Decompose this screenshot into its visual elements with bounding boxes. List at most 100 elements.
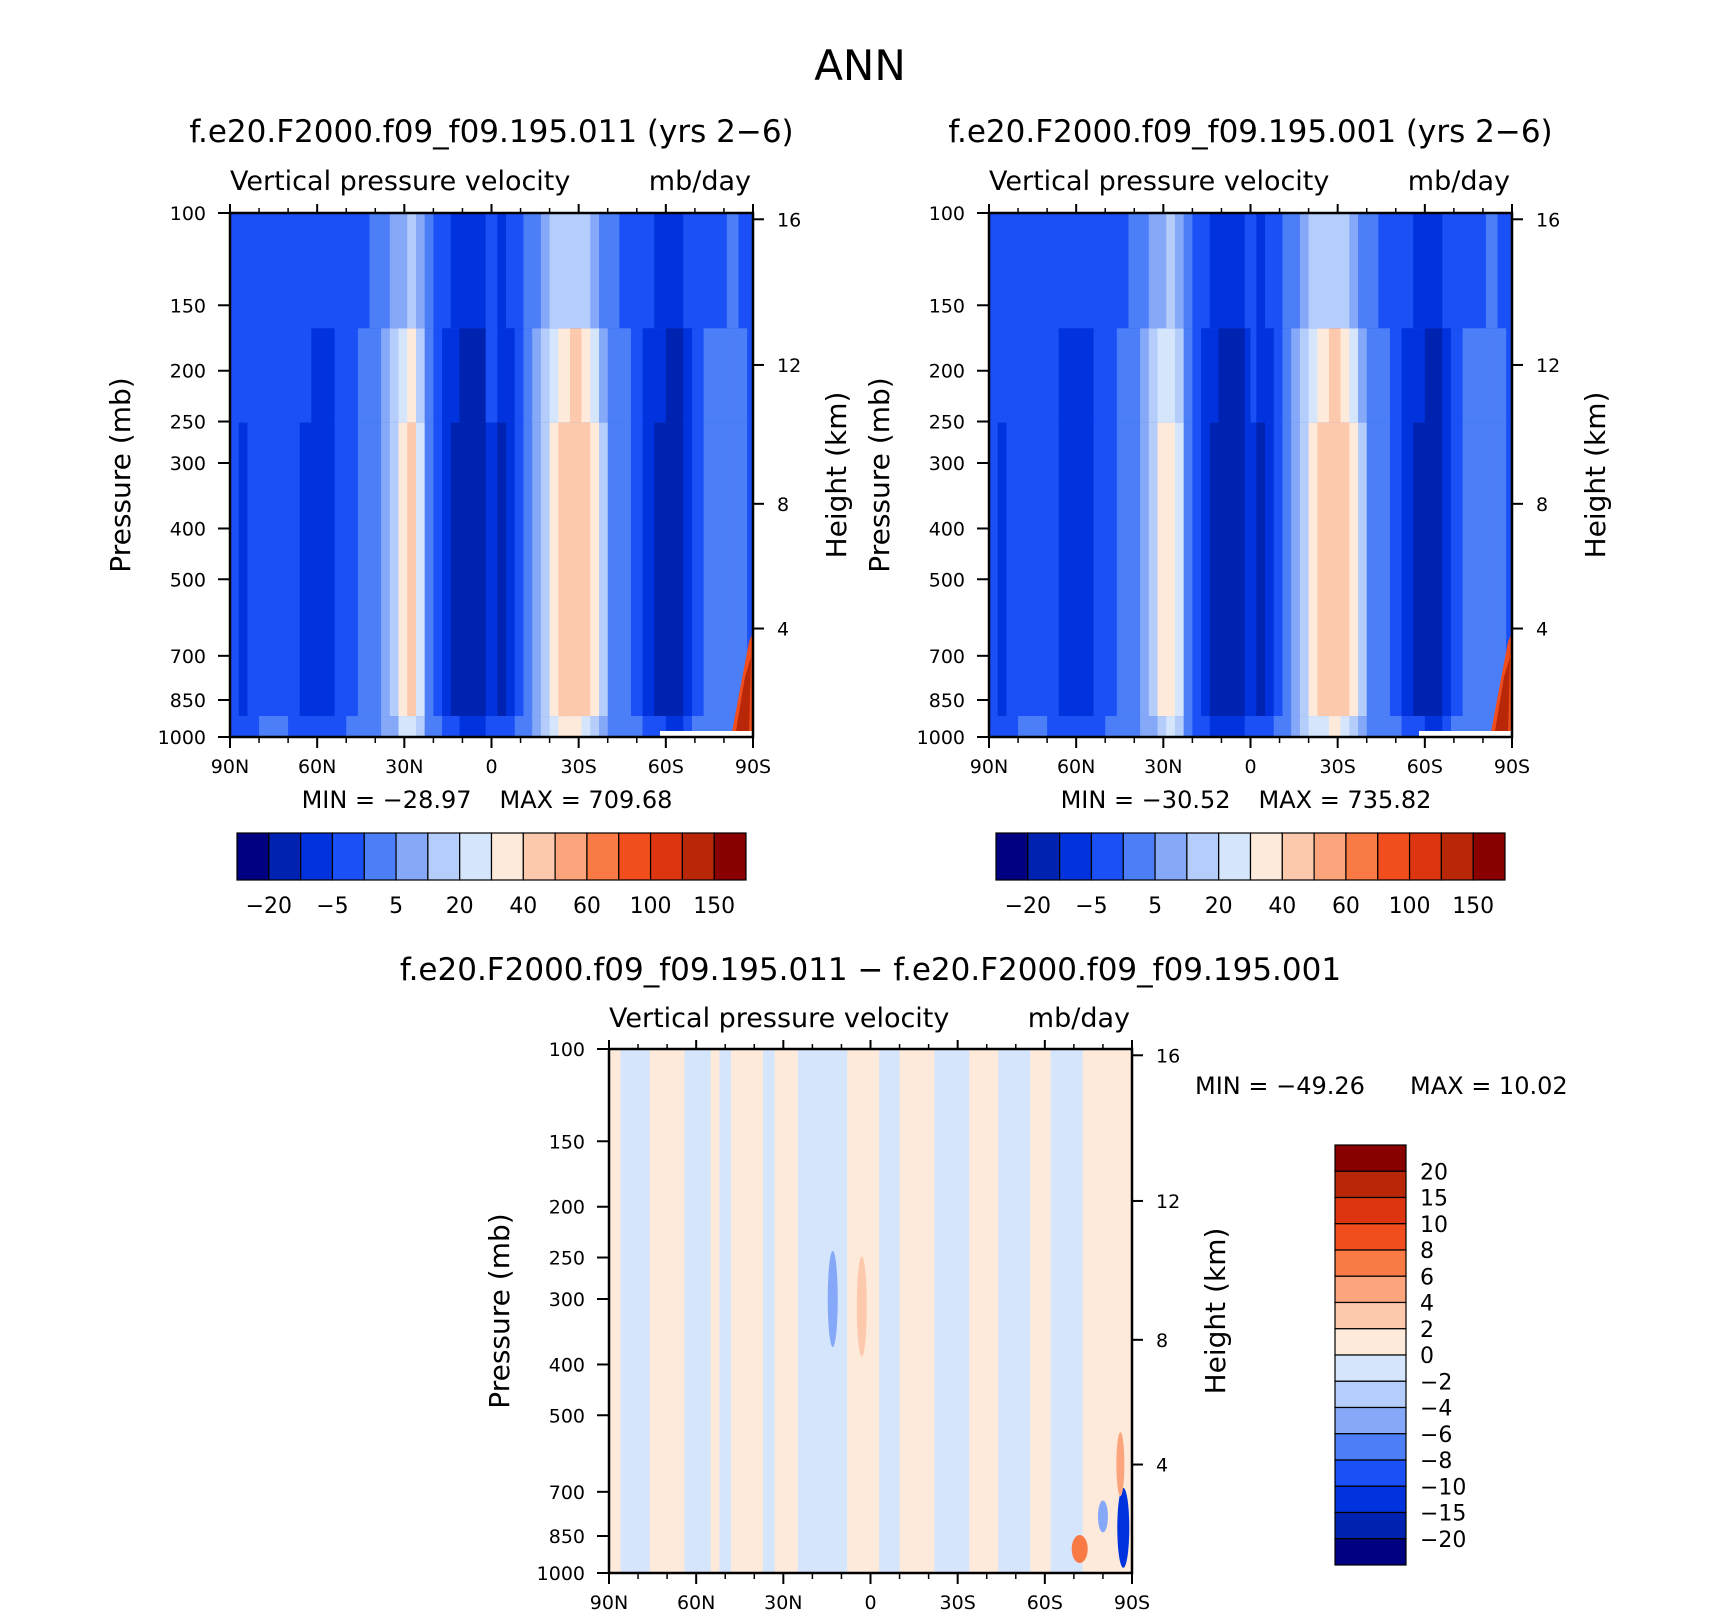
field-cell [590, 716, 600, 737]
y-tick-label: 300 [929, 453, 965, 475]
field-cell [1282, 213, 1292, 329]
colorbar-box [1027, 832, 1061, 881]
field-cell [1328, 422, 1342, 717]
field-cell [1218, 716, 1229, 737]
field-cell [607, 422, 621, 717]
field-cell [1389, 422, 1403, 717]
panel-title: f.e20.F2000.f09_f09.195.001 (yrs 2−6) [948, 114, 1552, 150]
field-cell [691, 328, 705, 423]
colorbar-label: 20 [446, 894, 474, 919]
field-cell [1340, 213, 1351, 329]
field-cell [288, 422, 301, 717]
y-tick-label: 1000 [158, 727, 206, 749]
colorbar-label: −5 [1075, 894, 1107, 919]
field-cell [259, 422, 269, 717]
field-cell [389, 422, 400, 717]
field-cell [1070, 213, 1083, 329]
field-cell [1413, 213, 1426, 329]
field-cell [1474, 422, 1487, 717]
field-cell [735, 657, 751, 737]
field-cell [450, 716, 461, 737]
field-cell [1244, 422, 1252, 717]
y-tick-label: 250 [549, 1248, 585, 1270]
field-cell [1140, 716, 1150, 737]
y-tick-label: 200 [170, 361, 206, 383]
field-cell [1058, 213, 1072, 329]
y-tick-label: 100 [549, 1039, 585, 1061]
colorbar-box [395, 832, 429, 881]
field-cell [1389, 328, 1403, 423]
colorbar-label: 6 [1420, 1265, 1434, 1290]
field-cell [357, 328, 371, 423]
colorbar-box [618, 832, 652, 881]
field-cell [288, 716, 301, 737]
field-cell [485, 328, 493, 423]
field-cell [450, 328, 461, 423]
colorbar-box [1334, 1249, 1407, 1277]
field-cell [442, 422, 452, 717]
field-cell [322, 328, 336, 423]
colorbar-box [995, 832, 1029, 881]
field-cell [398, 213, 409, 329]
field-cell [715, 213, 728, 329]
field-cell [424, 716, 435, 737]
field-cell [558, 716, 571, 737]
field-cell [1389, 213, 1403, 329]
field-cell [1081, 422, 1095, 717]
field-cell [1244, 328, 1252, 423]
field-cell [1413, 328, 1426, 423]
field-cell [1474, 328, 1487, 423]
field-cell [346, 328, 359, 423]
y2-tick-label: 8 [1536, 494, 1548, 516]
colorbar-box [459, 832, 493, 881]
field-cell [1450, 328, 1464, 423]
field-cell [1291, 716, 1301, 737]
colorbar-box [1334, 1275, 1407, 1304]
colorbar-label: 150 [1452, 894, 1494, 919]
field-band [797, 1049, 819, 1573]
field-cell [1462, 328, 1476, 423]
field-cell [683, 422, 693, 717]
field-cell [1209, 213, 1220, 329]
field-cell [288, 213, 301, 329]
colorbar-box [268, 832, 302, 881]
field-cell [424, 422, 435, 717]
x-tick-label: 90S [1114, 1592, 1150, 1614]
field-cell [558, 422, 571, 717]
field-cell [476, 328, 487, 423]
y2-tick-label: 8 [1156, 1330, 1168, 1352]
field-cell [1273, 422, 1284, 717]
field-cell [599, 328, 609, 423]
field-cell [1433, 716, 1444, 737]
field-cell [1424, 328, 1435, 423]
field-cell [1166, 328, 1176, 423]
field-cell [660, 731, 724, 737]
x-tick-label: 30S [940, 1592, 976, 1614]
field-cell [1201, 213, 1211, 329]
field-cell [433, 716, 443, 737]
field-cell [311, 213, 324, 329]
colorbar-label: 10 [1420, 1213, 1448, 1238]
field-cell [357, 213, 371, 329]
field-cell [1401, 213, 1415, 329]
colorbar-box [1334, 1144, 1407, 1172]
x-tick-label: 90N [211, 756, 249, 778]
field-band [684, 1049, 712, 1573]
field-band [879, 1049, 901, 1573]
field-cell [590, 213, 600, 329]
colorbar-box [1377, 832, 1411, 881]
field-cell [415, 328, 426, 423]
field-cell [247, 328, 260, 423]
colorbar-box [1334, 1223, 1407, 1251]
field-cell [599, 716, 609, 737]
field-cell [665, 716, 676, 737]
field-cell [381, 716, 391, 737]
field-cell [357, 422, 371, 717]
field-cell [674, 422, 685, 717]
field-cell [1340, 328, 1351, 423]
field-cell [334, 716, 348, 737]
colorbar-box [1334, 1380, 1407, 1409]
field-cell [389, 328, 400, 423]
field-cell [1006, 328, 1019, 423]
field-cell [1081, 213, 1095, 329]
